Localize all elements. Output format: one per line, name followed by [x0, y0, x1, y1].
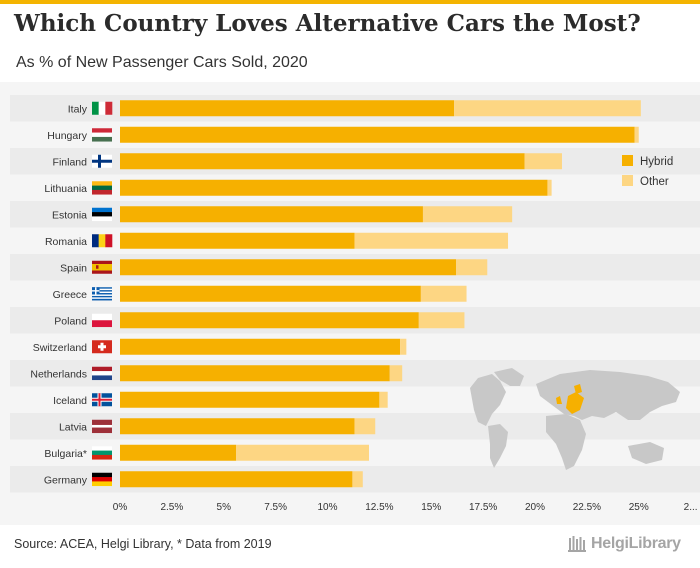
bar-other-spain [456, 259, 488, 276]
map-landmass-greenland [494, 368, 524, 386]
source-note: Source: ACEA, Helgi Library, * Data from… [14, 537, 272, 551]
category-label: Germany [44, 474, 88, 486]
hungary-flag [92, 128, 112, 142]
category-label: Poland [54, 315, 87, 327]
x-tick-label: 2.5% [160, 502, 183, 513]
category-label: Greece [53, 289, 88, 301]
category-label: Hungary [47, 130, 87, 142]
bar-hybrid-germany [120, 471, 353, 488]
poland-flag [92, 313, 112, 328]
category-label: Estonia [52, 209, 87, 221]
map-landmass-americas-north [470, 374, 506, 426]
category-label: Bulgaria* [44, 448, 87, 460]
estonia-flag [92, 207, 112, 222]
x-tick-label: 7.5% [264, 502, 287, 513]
bar-hybrid-italy [120, 100, 455, 117]
x-tick-label: 17.5% [469, 502, 497, 513]
bar-hybrid-bulgaria [120, 444, 237, 461]
bar-other-switzerland [400, 338, 407, 355]
category-label: Lithuania [44, 183, 87, 195]
map-highlight-europe [566, 392, 584, 414]
chart-title: Which Country Loves Alternative Cars the… [14, 10, 641, 37]
latvia-flag [92, 419, 112, 434]
logo-text: HelgiLibrary [591, 535, 681, 552]
map-landmass-africa [546, 414, 586, 470]
bar-other-lithuania [547, 179, 552, 196]
library-logo-icon [568, 536, 586, 552]
bar-other-germany [352, 471, 363, 488]
bar-other-italy [454, 100, 641, 117]
category-label: Romania [45, 236, 87, 248]
italy-flag [92, 101, 113, 115]
bar-hybrid-greece [120, 285, 421, 302]
bar-hybrid-latvia [120, 418, 355, 435]
bar-hybrid-iceland [120, 391, 380, 408]
legend-label-hybrid: Hybrid [640, 156, 673, 168]
romania-flag [92, 234, 113, 248]
bar-hybrid-finland [120, 153, 525, 170]
top-accent-stripe [0, 0, 700, 4]
finland-flag [92, 154, 112, 168]
netherlands-flag [92, 366, 112, 381]
switzerland-flag [92, 340, 112, 354]
bar-other-poland [418, 312, 465, 329]
category-label: Finland [53, 156, 88, 168]
x-tick-label: 12.5% [365, 502, 393, 513]
x-tick-label: 20% [525, 502, 545, 513]
map-highlight-iceland [556, 396, 562, 404]
bar-hybrid-hungary [120, 126, 635, 143]
legend-swatch-hybrid [622, 155, 633, 166]
chart-subtitle: As % of New Passenger Cars Sold, 2020 [16, 54, 308, 71]
x-tick-label: 5% [217, 502, 232, 513]
category-label: Switzerland [33, 342, 87, 354]
bar-hybrid-switzerland [120, 338, 401, 355]
category-label: Spain [60, 262, 87, 274]
spain-flag [92, 260, 112, 274]
greece-flag [92, 287, 112, 301]
bar-other-latvia [354, 418, 376, 435]
bar-hybrid-poland [120, 312, 419, 329]
bar-other-netherlands [389, 365, 403, 382]
bulgaria-flag [92, 446, 112, 460]
bar-other-finland [524, 153, 562, 170]
bar-other-greece [420, 285, 467, 302]
x-tick-label: 25% [629, 502, 649, 513]
helgi-library-logo: HelgiLibrary [568, 532, 681, 556]
bar-hybrid-netherlands [120, 365, 390, 382]
bar-other-romania [354, 232, 509, 249]
germany-flag [92, 472, 112, 487]
bar-other-iceland [379, 391, 388, 408]
bar-chart: Italy Hungary Finland Lithuania Estonia Roman… [30, 100, 698, 513]
x-tick-label: 10% [317, 502, 337, 513]
x-tick-label: 2... [684, 502, 698, 513]
category-label: Iceland [53, 395, 87, 407]
bar-hybrid-romania [120, 232, 355, 249]
europe-map-illustration [470, 368, 680, 470]
bar-other-hungary [634, 126, 639, 143]
bar-hybrid-lithuania [120, 179, 548, 196]
map-highlight-scandinavia [574, 384, 582, 394]
x-tick-label: 22.5% [573, 502, 601, 513]
legend-label-other: Other [640, 176, 669, 188]
category-label: Netherlands [30, 368, 87, 380]
legend-swatch-other [622, 175, 633, 186]
bar-other-estonia [422, 206, 513, 223]
iceland-flag [92, 393, 112, 407]
category-label: Italy [68, 103, 88, 115]
bar-other-bulgaria [236, 444, 369, 461]
bar-hybrid-spain [120, 259, 457, 276]
x-tick-label: 15% [421, 502, 441, 513]
lithuania-flag [92, 181, 112, 195]
category-label: Latvia [59, 421, 87, 433]
bar-hybrid-estonia [120, 206, 423, 223]
map-landmass-australia [628, 442, 664, 464]
map-landmass-americas-south [488, 424, 508, 468]
x-tick-label: 0% [113, 502, 128, 513]
